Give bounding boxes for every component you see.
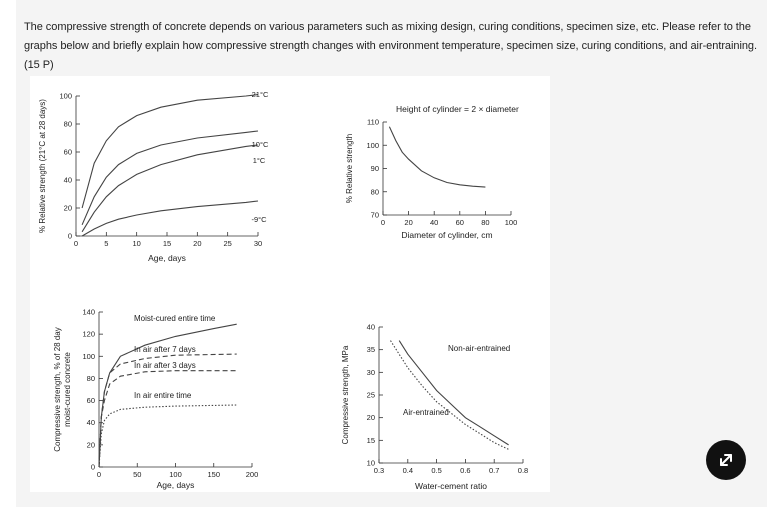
chart-title: Height of cylinder = 2 × diameter [396, 104, 519, 114]
x-tick-label: 200 [246, 470, 259, 479]
x-tick-label: 0 [74, 239, 78, 248]
y-tick-label: 100 [59, 92, 72, 101]
series-label: Air-entrained [403, 408, 449, 417]
x-tick-label: 20 [193, 239, 201, 248]
y-tick-label: 140 [82, 308, 95, 317]
x-axis-title: Age, days [157, 480, 195, 490]
y-tick-label: 0 [68, 232, 72, 241]
y-tick-label: 120 [82, 330, 95, 339]
y-tick-label: 90 [371, 164, 379, 173]
y-axis-title: % Relative strength [345, 134, 354, 203]
y-tick-label: 30 [367, 368, 375, 377]
y-tick-label: 10 [367, 459, 375, 468]
question-text: The compressive strength of concrete dep… [24, 21, 758, 71]
y-tick-label: 20 [87, 440, 95, 449]
y-axis-title: moist-cured concrete [63, 352, 72, 427]
x-axis-title: Diameter of cylinder, cm [401, 230, 492, 240]
x-tick-label: 150 [207, 470, 220, 479]
x-tick-label: 60 [456, 218, 464, 227]
series-line [81, 200, 259, 237]
y-tick-label: 15 [367, 436, 375, 445]
y-tick-label: 20 [367, 413, 375, 422]
series-label: 1°C [253, 156, 266, 165]
x-tick-label: 100 [169, 470, 182, 479]
x-tick-label: 0.5 [431, 466, 441, 475]
y-tick-label: 40 [64, 176, 72, 185]
series-label: -9°C [251, 215, 267, 224]
series-label: Moist-cured entire time [134, 314, 216, 323]
y-tick-label: 20 [64, 204, 72, 213]
x-tick-label: 50 [133, 470, 141, 479]
x-tick-label: 0.6 [460, 466, 470, 475]
series-line [81, 94, 259, 209]
x-tick-label: 5 [104, 239, 108, 248]
x-axis-title: Age, days [148, 253, 186, 263]
x-tick-label: 100 [505, 218, 518, 227]
series-label: In air after 7 days [134, 345, 196, 354]
y-tick-label: 35 [367, 345, 375, 354]
x-tick-label: 0 [381, 218, 385, 227]
y-tick-label: 0 [91, 463, 95, 472]
y-tick-label: 40 [367, 323, 375, 332]
x-tick-label: 20 [404, 218, 412, 227]
y-tick-label: 40 [87, 418, 95, 427]
x-tick-label: 80 [481, 218, 489, 227]
expand-arrows-icon [720, 454, 732, 466]
y-tick-label: 110 [367, 118, 379, 127]
y-axis-title: Compressive strength, MPa [341, 345, 350, 444]
y-tick-label: 80 [371, 187, 379, 196]
expand-button[interactable] [706, 440, 746, 480]
series-line [398, 340, 509, 446]
series-label: In air after 3 days [134, 361, 196, 370]
series-line [81, 130, 259, 226]
y-tick-label: 25 [367, 391, 375, 400]
x-tick-label: 0.8 [518, 466, 528, 475]
series-line [98, 404, 237, 468]
x-tick-label: 30 [254, 239, 262, 248]
y-axis-title: Compressive strength, % of 28 day [53, 327, 62, 452]
series-label: Non-air-entrained [448, 344, 510, 353]
series-label: 10°C [252, 140, 269, 149]
y-tick-label: 80 [64, 120, 72, 129]
y-tick-label: 100 [366, 141, 379, 150]
x-tick-label: 0.7 [489, 466, 499, 475]
x-tick-label: 0.3 [374, 466, 384, 475]
x-tick-label: 25 [223, 239, 231, 248]
y-axis-title: % Relative strength (21°C at 28 days) [38, 99, 47, 233]
x-tick-label: 10 [132, 239, 140, 248]
y-tick-label: 100 [82, 352, 95, 361]
x-tick-label: 40 [430, 218, 438, 227]
series-line [81, 144, 259, 233]
series-line [388, 126, 486, 188]
y-tick-label: 70 [371, 211, 379, 220]
series-label: In air entire time [134, 391, 192, 400]
series-line [390, 340, 509, 450]
series-label: 21°C [252, 90, 269, 99]
x-axis-title: Water-cement ratio [415, 481, 487, 491]
y-tick-label: 60 [87, 396, 95, 405]
x-tick-label: 0 [97, 470, 101, 479]
series-line [98, 370, 237, 468]
question-figure: 0 20 40 60 80 100 0 5 10 15 20 25 30 Age, days% Relat… [30, 76, 550, 492]
y-tick-label: 80 [87, 374, 95, 383]
x-tick-label: 0.4 [403, 466, 413, 475]
y-tick-label: 60 [64, 148, 72, 157]
x-tick-label: 15 [163, 239, 171, 248]
